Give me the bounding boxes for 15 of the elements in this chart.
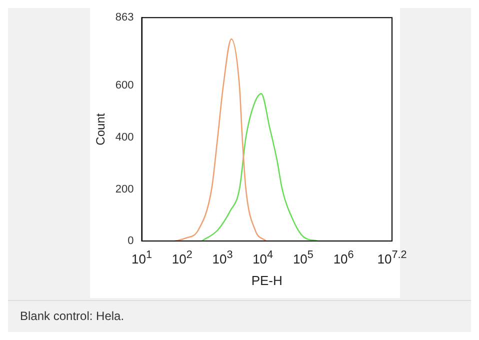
y-tick-label: 863 — [115, 12, 134, 24]
y-axis-title: Count — [94, 112, 108, 146]
x-tick-label: 10$^{1}$ — [130, 249, 153, 266]
y-tick-label: 600 — [115, 80, 134, 92]
x-tick-label: 10$^{4}$ — [252, 249, 274, 266]
x-tick-label: 10$^{3}$ — [211, 249, 234, 266]
y-tick-label: 400 — [115, 131, 134, 144]
text: Blank control: Hela. — [20, 309, 126, 323]
y-tick-label: 200 — [115, 183, 134, 196]
x-axis-title: PE-H — [250, 273, 284, 288]
y-tick-label: 0 — [128, 235, 134, 248]
x-tick-label: 10$^{2}$ — [170, 249, 194, 266]
x-tick-label: 10$^{5}$ — [292, 249, 314, 266]
x-tick-label: 10$^{7.2}$ — [376, 249, 408, 266]
x-tick-label: 10$^{6}$ — [332, 249, 355, 266]
